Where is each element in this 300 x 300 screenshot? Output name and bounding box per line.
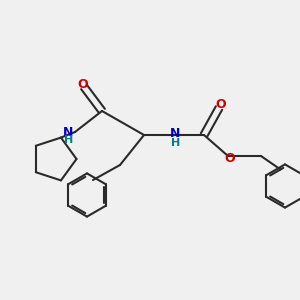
Text: H: H [64,135,73,146]
Text: O: O [77,78,88,91]
Text: N: N [170,127,181,140]
Text: O: O [215,98,226,112]
Text: O: O [224,152,235,166]
Text: N: N [63,125,74,139]
Text: H: H [171,138,180,148]
